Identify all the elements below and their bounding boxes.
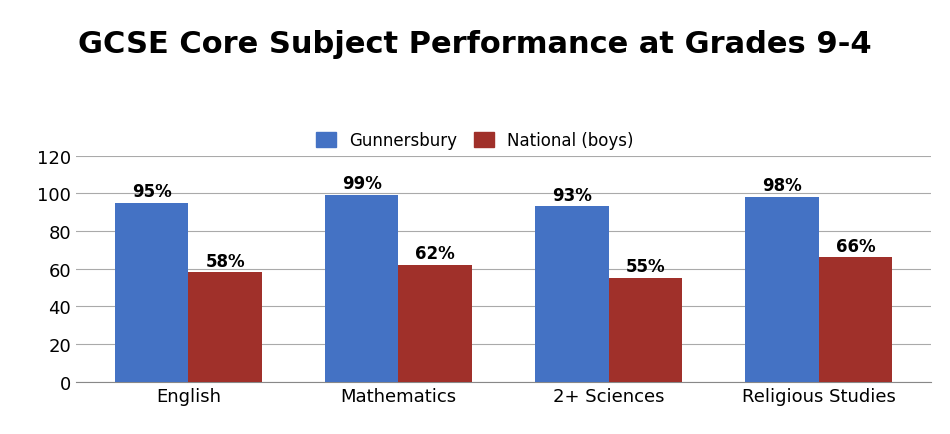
Text: 62%: 62% <box>415 244 455 263</box>
Text: 93%: 93% <box>552 186 592 204</box>
Bar <box>398 265 472 382</box>
Text: 98%: 98% <box>762 177 802 195</box>
Bar <box>325 196 398 382</box>
Bar <box>745 197 819 382</box>
Legend: Gunnersbury, National (boys): Gunnersbury, National (boys) <box>310 125 640 157</box>
Text: 55%: 55% <box>625 258 665 276</box>
Text: 66%: 66% <box>836 237 875 255</box>
Text: GCSE Core Subject Performance at Grades 9-4: GCSE Core Subject Performance at Grades … <box>78 30 872 59</box>
Text: 95%: 95% <box>132 182 172 201</box>
Bar <box>115 203 188 382</box>
Text: 58%: 58% <box>205 252 245 270</box>
Text: 99%: 99% <box>342 175 382 193</box>
Bar <box>819 258 892 382</box>
Bar <box>609 279 682 382</box>
Bar <box>188 273 262 382</box>
Bar <box>535 207 609 382</box>
